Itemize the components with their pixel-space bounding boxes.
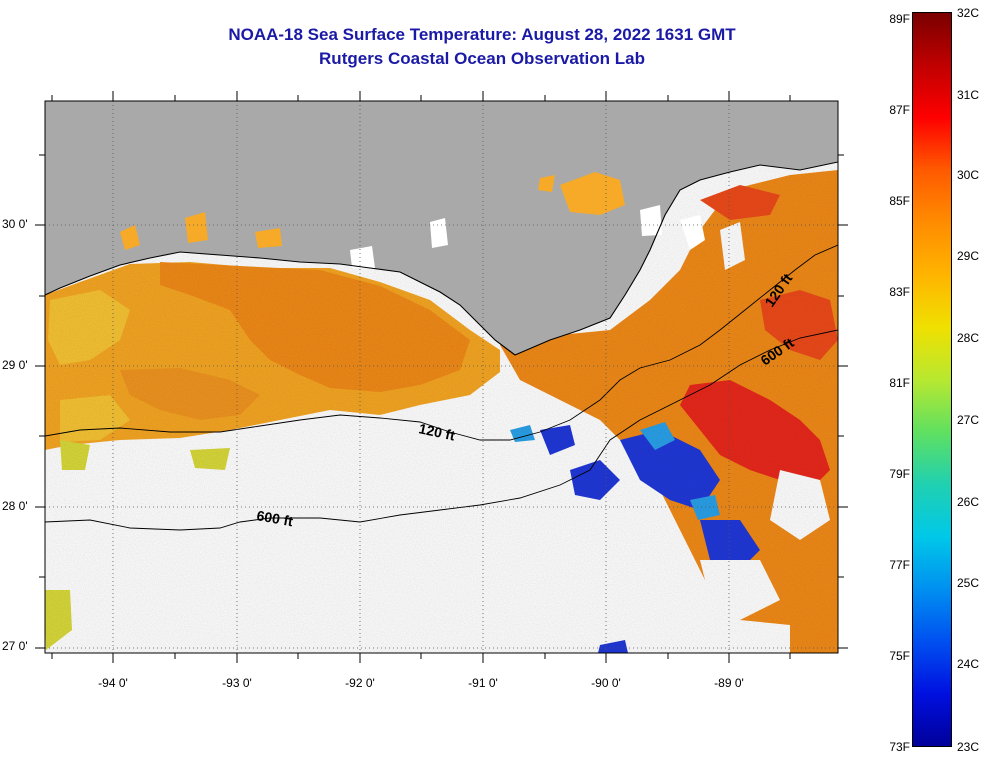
coastline xyxy=(45,161,838,356)
colorbar-label-26c: 26C xyxy=(957,495,980,509)
colorbar-label-85f: 85F xyxy=(889,194,910,208)
coastal-water-inlets xyxy=(120,172,625,250)
lon-label-94: -94 0' xyxy=(98,676,128,690)
map-title: NOAA-18 Sea Surface Temperature: August … xyxy=(228,25,736,44)
colorbar-label-89f: 89F xyxy=(889,12,910,26)
colorbar-label-24c: 24C xyxy=(957,657,980,671)
colorbar-label-25c: 25C xyxy=(957,576,980,590)
colorbar-label-32c: 32C xyxy=(957,6,980,20)
lon-label-89: -89 0' xyxy=(714,676,744,690)
contour-600ft xyxy=(45,329,838,531)
lat-label-29: 29 0' xyxy=(2,358,28,372)
lon-label-92: -92 0' xyxy=(345,676,375,690)
colorbar-label-29c: 29C xyxy=(957,249,980,263)
colorbar-label-30c: 30C xyxy=(957,168,980,182)
lat-label-30: 30 0' xyxy=(2,217,28,231)
colorbar-label-23c: 23C xyxy=(957,740,980,754)
colorbar-label-28c: 28C xyxy=(957,331,980,345)
colorbar-label-31c: 31C xyxy=(957,88,980,102)
colorbar-label-77f: 77F xyxy=(889,558,910,572)
colorbar-label-87f: 87F xyxy=(889,103,910,117)
colorbar-label-75f: 75F xyxy=(889,649,910,663)
minor-ticks xyxy=(39,95,844,659)
colorbar-label-73f: 73F xyxy=(889,740,910,754)
temperature-colorbar xyxy=(912,12,952,747)
lon-label-91: -91 0' xyxy=(468,676,498,690)
map-subtitle: Rutgers Coastal Ocean Observation Lab xyxy=(319,49,645,68)
colorbar-label-81f: 81F xyxy=(889,376,910,390)
lon-label-90: -90 0' xyxy=(591,676,621,690)
graticule xyxy=(45,101,838,653)
contour-120ft xyxy=(45,244,838,441)
map-frame xyxy=(44,100,839,654)
map-plot-area xyxy=(45,101,838,653)
contour-label-120ft-west: 120 ft xyxy=(417,420,456,443)
lat-label-28: 28 0' xyxy=(2,499,28,513)
axis-ticks xyxy=(35,91,848,663)
lon-label-93: -93 0' xyxy=(222,676,252,690)
colorbar-label-27c: 27C xyxy=(957,413,980,427)
colorbar-label-83f: 83F xyxy=(889,285,910,299)
contour-label-600ft-west: 600 ft xyxy=(255,507,294,529)
lat-label-27: 27 0' xyxy=(2,639,28,653)
coastal-white-areas xyxy=(350,205,705,268)
colorbar-label-79f: 79F xyxy=(889,467,910,481)
